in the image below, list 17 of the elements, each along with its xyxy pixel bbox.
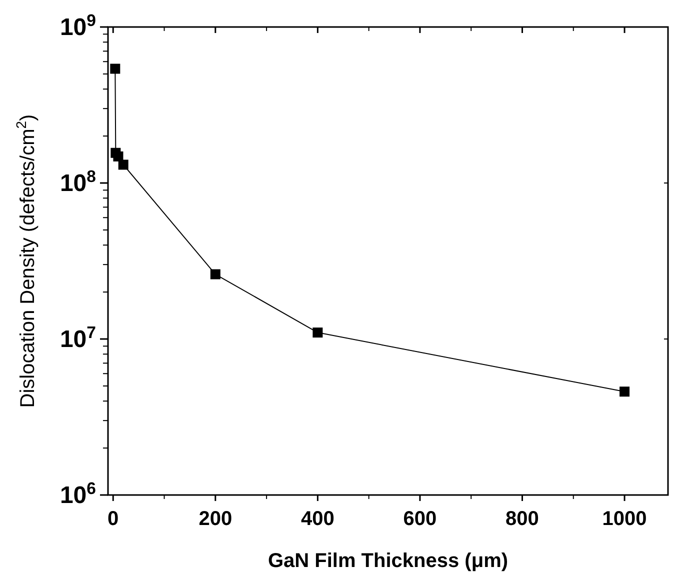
x-tick-label: 800 xyxy=(506,508,539,530)
point xyxy=(210,269,220,280)
x-tick-label: 1000 xyxy=(602,508,647,530)
point xyxy=(312,328,323,338)
point xyxy=(620,386,630,397)
y-tick-label: 10$^{9}$ xyxy=(60,10,96,41)
x-tick-label: 400 xyxy=(300,508,334,530)
x-axis-title: GaN Film Thickness (μm) xyxy=(268,550,508,572)
point xyxy=(113,151,124,162)
x-tick-label: 0 xyxy=(108,508,119,530)
y-tick-label: 10$^{7}$ xyxy=(60,322,96,353)
x-tick-label: 200 xyxy=(198,508,232,530)
x-tick-label: 600 xyxy=(403,508,437,530)
y-tick-label: 10$^{6}$ xyxy=(60,478,96,509)
point xyxy=(118,160,128,170)
y-tick-label: 10$^{8}$ xyxy=(60,166,96,197)
point xyxy=(110,64,120,74)
